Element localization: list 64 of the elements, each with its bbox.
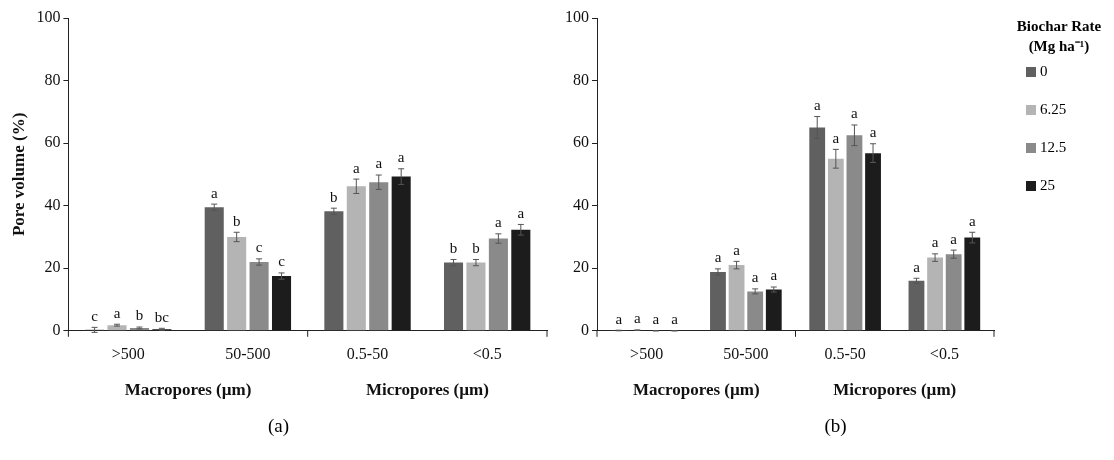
data-label: b: [232, 212, 241, 229]
data-label: a: [397, 149, 405, 166]
x-tick-label: >500: [630, 344, 664, 362]
legend-label: 0: [1040, 63, 1048, 80]
x-tick-label: 0.5-50: [824, 344, 866, 362]
y-tick-label: 100: [565, 8, 589, 26]
y-tick-label: 60: [573, 133, 589, 151]
text: Micropores (µm): [365, 379, 489, 399]
y-tick-label: 40: [573, 195, 589, 213]
data-label: b: [330, 188, 338, 205]
y-axis-title: Pore volume (%): [8, 112, 28, 237]
data-label: a: [950, 230, 958, 247]
data-label: a: [913, 258, 921, 275]
data-label: a: [633, 310, 641, 327]
data-label: a: [615, 310, 623, 327]
y-tick-label: 40: [44, 195, 61, 213]
text: (a): [266, 415, 291, 437]
text: Micropores (µm): [833, 379, 957, 399]
data-label: a: [652, 311, 660, 328]
data-label: c: [91, 307, 99, 324]
text: Macropores (µm): [124, 379, 252, 399]
text: Macropores (µm): [632, 379, 760, 399]
data-label: a: [770, 267, 778, 284]
data-label: b: [449, 239, 458, 256]
x-tick-label: 50-500: [225, 344, 271, 362]
y-tick-label: 20: [44, 258, 61, 276]
y-tick-label: 20: [573, 258, 589, 276]
data-label: b: [472, 239, 480, 256]
y-tick-label: 80: [573, 70, 589, 88]
data-label: a: [113, 304, 121, 321]
data-label: a: [352, 159, 360, 176]
y-tick-label: 80: [44, 70, 61, 88]
data-label: a: [210, 184, 218, 201]
legend-label: 25: [1040, 177, 1055, 194]
data-label: c: [255, 239, 263, 256]
data-label: a: [517, 204, 525, 221]
data-label: bc: [154, 308, 170, 325]
legend-label: 6.25: [1040, 101, 1067, 118]
y-tick-label: 60: [44, 133, 61, 151]
legend-title: Biochar Rate (Mg ha⁻¹): [1015, 18, 1103, 55]
data-label: a: [714, 249, 722, 266]
data-label: a: [671, 311, 679, 328]
data-label: c: [278, 253, 286, 270]
data-label: a: [832, 129, 840, 146]
data-label: a: [375, 155, 383, 172]
x-tick-label: 0.5-50: [346, 344, 389, 362]
text: (b): [823, 415, 848, 437]
x-tick-label: <0.5: [929, 344, 959, 362]
y-tick-label: 0: [581, 321, 589, 338]
data-label: b: [135, 307, 144, 324]
data-label: a: [968, 212, 976, 229]
legend-label: 12.5: [1040, 139, 1067, 156]
x-tick-label: 50-500: [723, 344, 769, 362]
x-tick-label: <0.5: [472, 344, 502, 362]
data-label: a: [733, 241, 741, 258]
x-tick-label: >500: [111, 344, 145, 362]
data-label: a: [813, 96, 821, 113]
y-tick-label: 0: [52, 321, 61, 338]
data-label: a: [869, 124, 877, 141]
data-label: a: [751, 269, 759, 286]
data-label: a: [931, 234, 939, 251]
data-label: a: [851, 105, 859, 122]
data-label: a: [495, 214, 503, 231]
y-tick-label: 100: [36, 8, 61, 26]
